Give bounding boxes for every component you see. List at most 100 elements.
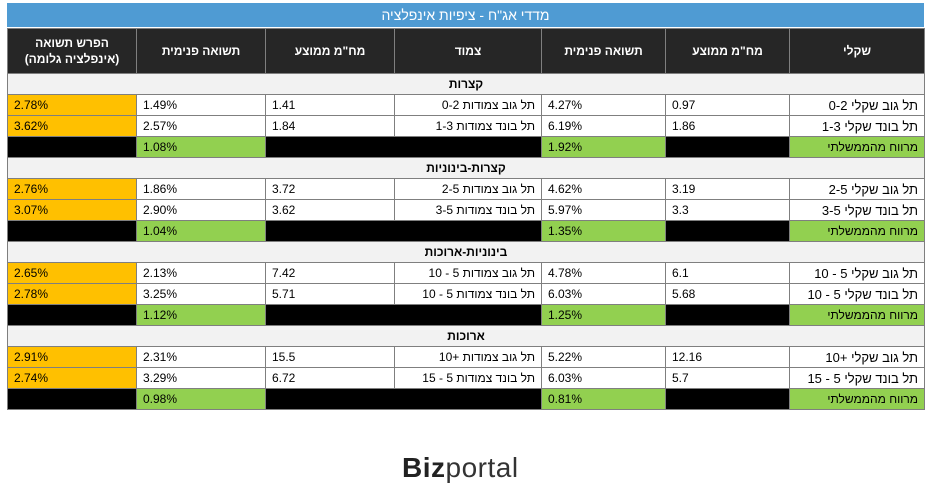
linked-index-cell: תל גוב צמודות 0-2 bbox=[394, 94, 542, 116]
black-filler-cell bbox=[665, 388, 790, 410]
real-yield-cell: 2.57% bbox=[136, 115, 266, 137]
inflation-gap-cell: 2.78% bbox=[7, 283, 137, 305]
real-yield-cell: 2.31% bbox=[136, 346, 266, 368]
nominal-yield-cell: 4.62% bbox=[541, 178, 666, 200]
header-shekel: שקלי bbox=[789, 28, 925, 74]
header-inflation-gap: הפרש תשואה (אינפלציה גלומה) bbox=[7, 28, 137, 74]
duration-linked-cell: 3.62 bbox=[265, 199, 395, 221]
logo-light-part: portal bbox=[445, 452, 519, 483]
spread-label-cell: מרווח מהממשלתי bbox=[789, 136, 925, 158]
shekel-index-cell: תל בונד שקלי 5 - 10 bbox=[789, 283, 925, 305]
duration-linked-cell: 1.41 bbox=[265, 94, 395, 116]
duration-linked-cell: 3.72 bbox=[265, 178, 395, 200]
linked-index-cell: תל גוב צמודות 5 - 10 bbox=[394, 262, 542, 284]
nominal-yield-cell: 5.22% bbox=[541, 346, 666, 368]
duration-shekel-cell: 5.7 bbox=[665, 367, 790, 389]
duration-linked-cell: 15.5 bbox=[265, 346, 395, 368]
black-filler-cell bbox=[265, 136, 542, 158]
black-filler-cell bbox=[7, 220, 137, 242]
table-row: 2.91% 2.31% 15.5 תל גוב צמודות +10 5.22% 12.1… bbox=[7, 346, 925, 368]
inflation-gap-cell: 3.07% bbox=[7, 199, 137, 221]
real-yield-cell: 3.29% bbox=[136, 367, 266, 389]
inflation-gap-cell: 2.91% bbox=[7, 346, 137, 368]
nominal-yield-cell: 6.19% bbox=[541, 115, 666, 137]
section-header-row: ארוכות bbox=[7, 325, 925, 347]
black-filler-cell bbox=[265, 304, 542, 326]
spread-row: 1.04% 1.35% מרווח מהממשלתי bbox=[7, 220, 925, 242]
section-title: קצרות bbox=[7, 73, 925, 95]
section-title: קצרות-בינוניות bbox=[7, 157, 925, 179]
bizportal-logo: Bizportal bbox=[402, 451, 519, 485]
header-avg-duration-linked: מח"מ ממוצע bbox=[265, 28, 395, 74]
nominal-yield-cell: 4.27% bbox=[541, 94, 666, 116]
table-row: 3.07% 2.90% 3.62 תל בונד צמודות 3-5 5.97% 3.3… bbox=[7, 199, 925, 221]
spread-row: 0.98% 0.81% מרווח מהממשלתי bbox=[7, 388, 925, 410]
bond-indices-table: הפרש תשואה (אינפלציה גלומה) תשואה פנימית… bbox=[7, 28, 925, 410]
duration-shekel-cell: 5.68 bbox=[665, 283, 790, 305]
table-row: 2.78% 1.49% 1.41 תל גוב צמודות 0-2 4.27% 0.97… bbox=[7, 94, 925, 116]
table-row: 2.76% 1.86% 3.72 תל גוב צמודות 2-5 4.62% 3.19… bbox=[7, 178, 925, 200]
duration-shekel-cell: 6.1 bbox=[665, 262, 790, 284]
section-header-row: קצרות-בינוניות bbox=[7, 157, 925, 179]
black-filler-cell bbox=[265, 388, 542, 410]
real-yield-cell: 2.90% bbox=[136, 199, 266, 221]
header-nominal-yield: תשואה פנימית bbox=[541, 28, 666, 74]
duration-linked-cell: 1.84 bbox=[265, 115, 395, 137]
spread-real-cell: 1.12% bbox=[136, 304, 266, 326]
spread-real-cell: 1.04% bbox=[136, 220, 266, 242]
logo-bold-part: Biz bbox=[402, 452, 446, 483]
section-title: ארוכות bbox=[7, 325, 925, 347]
duration-linked-cell: 6.72 bbox=[265, 367, 395, 389]
real-yield-cell: 2.13% bbox=[136, 262, 266, 284]
header-linked: צמוד bbox=[394, 28, 542, 74]
black-filler-cell bbox=[665, 304, 790, 326]
spread-real-cell: 1.08% bbox=[136, 136, 266, 158]
black-filler-cell bbox=[665, 136, 790, 158]
shekel-index-cell: תל גוב שקלי +10 bbox=[789, 346, 925, 368]
spread-nominal-cell: 1.35% bbox=[541, 220, 666, 242]
header-real-yield: תשואה פנימית bbox=[136, 28, 266, 74]
nominal-yield-cell: 5.97% bbox=[541, 199, 666, 221]
section-title: בינוניות-ארוכות bbox=[7, 241, 925, 263]
linked-index-cell: תל בונד צמודות 1-3 bbox=[394, 115, 542, 137]
duration-shekel-cell: 3.19 bbox=[665, 178, 790, 200]
shekel-index-cell: תל בונד שקלי 5 - 15 bbox=[789, 367, 925, 389]
spread-nominal-cell: 1.25% bbox=[541, 304, 666, 326]
nominal-yield-cell: 4.78% bbox=[541, 262, 666, 284]
table-title: מדדי אג"ח - ציפיות אינפלציה bbox=[7, 3, 924, 27]
black-filler-cell bbox=[665, 220, 790, 242]
inflation-gap-cell: 2.76% bbox=[7, 178, 137, 200]
spread-nominal-cell: 1.92% bbox=[541, 136, 666, 158]
linked-index-cell: תל בונד צמודות 5 - 15 bbox=[394, 367, 542, 389]
table-row: 2.74% 3.29% 6.72 תל בונד צמודות 5 - 15 6.03%… bbox=[7, 367, 925, 389]
linked-index-cell: תל גוב צמודות 2-5 bbox=[394, 178, 542, 200]
shekel-index-cell: תל בונד שקלי 1-3 bbox=[789, 115, 925, 137]
linked-index-cell: תל גוב צמודות +10 bbox=[394, 346, 542, 368]
table-row: 3.62% 2.57% 1.84 תל בונד צמודות 1-3 6.19% 1.8… bbox=[7, 115, 925, 137]
spread-label-cell: מרווח מהממשלתי bbox=[789, 304, 925, 326]
spread-row: 1.08% 1.92% מרווח מהממשלתי bbox=[7, 136, 925, 158]
real-yield-cell: 1.86% bbox=[136, 178, 266, 200]
spread-label-cell: מרווח מהממשלתי bbox=[789, 388, 925, 410]
table-row: 2.78% 3.25% 5.71 תל בונד צמודות 5 - 10 6.03%… bbox=[7, 283, 925, 305]
spread-row: 1.12% 1.25% מרווח מהממשלתי bbox=[7, 304, 925, 326]
shekel-index-cell: תל גוב שקלי 2-5 bbox=[789, 178, 925, 200]
linked-index-cell: תל בונד צמודות 3-5 bbox=[394, 199, 542, 221]
header-avg-duration-shekel: מח"מ ממוצע bbox=[665, 28, 790, 74]
duration-shekel-cell: 0.97 bbox=[665, 94, 790, 116]
duration-linked-cell: 7.42 bbox=[265, 262, 395, 284]
header-row: הפרש תשואה (אינפלציה גלומה) תשואה פנימית… bbox=[7, 28, 925, 74]
shekel-index-cell: תל גוב שקלי 5 - 10 bbox=[789, 262, 925, 284]
black-filler-cell bbox=[265, 220, 542, 242]
shekel-index-cell: תל בונד שקלי 3-5 bbox=[789, 199, 925, 221]
duration-shekel-cell: 12.16 bbox=[665, 346, 790, 368]
inflation-gap-cell: 2.65% bbox=[7, 262, 137, 284]
spread-nominal-cell: 0.81% bbox=[541, 388, 666, 410]
spread-label-cell: מרווח מהממשלתי bbox=[789, 220, 925, 242]
duration-linked-cell: 5.71 bbox=[265, 283, 395, 305]
nominal-yield-cell: 6.03% bbox=[541, 367, 666, 389]
black-filler-cell bbox=[7, 388, 137, 410]
inflation-gap-cell: 2.74% bbox=[7, 367, 137, 389]
inflation-gap-cell: 3.62% bbox=[7, 115, 137, 137]
section-header-row: קצרות bbox=[7, 73, 925, 95]
